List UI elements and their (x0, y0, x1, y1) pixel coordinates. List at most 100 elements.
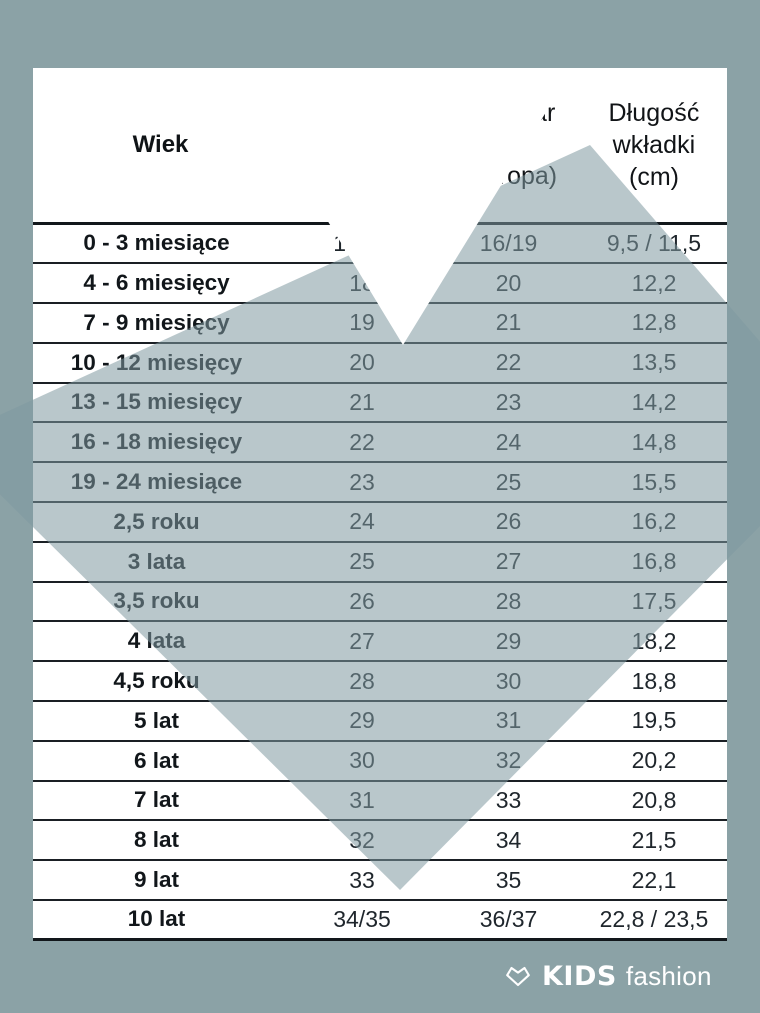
cell-size-br: 27 (288, 620, 436, 662)
cell-insole-length: 20,2 (581, 739, 727, 781)
cell-insole-length: 16,8 (581, 540, 727, 582)
table-row: 6 lat 30 32 20,2 (33, 739, 727, 781)
cell-size-br: 23 (288, 461, 436, 503)
cell-size-eu: 21 (436, 302, 581, 343)
cell-age: 3,5 roku (33, 580, 288, 622)
header-eu-label: EU (491, 131, 526, 159)
cell-size-br: 26 (288, 580, 436, 622)
header-cell-length: Długość wkładki (cm) (581, 68, 727, 224)
brand-logo: KIDS fashion (505, 955, 712, 997)
cell-age: 6 lat (33, 739, 288, 781)
table-row: 7 lat 31 33 20,8 (33, 779, 727, 821)
cell-size-eu: 34 (436, 819, 581, 861)
cell-insole-length: 22,8 / 23,5 (581, 899, 727, 942)
cell-size-br: 28 (288, 660, 436, 702)
cell-insole-length: 14,8 (581, 421, 727, 463)
cell-size-br: 32 (288, 819, 436, 861)
table-row: 13 - 15 miesięcy 21 23 14,2 (33, 381, 727, 423)
table-row: 0 - 3 miesiące 14/17 16/19 9,5 / 11,5 (33, 222, 727, 264)
cell-age: 0 - 3 miesiące (33, 222, 288, 264)
table-row: 8 lat 32 34 21,5 (33, 819, 727, 861)
header-row: Wiek Rozmiar BR (Brazylia) Rozmia (33, 68, 727, 224)
cell-size-br: 18 (288, 262, 436, 304)
header-eu-bottom: (Europa) (459, 161, 558, 190)
size-table-card: Wiek Rozmiar BR (Brazylia) Rozmia (33, 68, 727, 942)
cell-insole-length: 16,2 (581, 501, 727, 542)
cell-size-br: 20 (288, 341, 436, 383)
cell-size-br: 34/35 (288, 899, 436, 942)
cell-age: 3 lata (33, 540, 288, 582)
cell-age: 4 lata (33, 620, 288, 662)
cell-age: 10 - 12 miesięcy (33, 341, 288, 383)
cell-insole-length: 22,1 (581, 859, 727, 901)
cell-size-br: 24 (288, 501, 436, 542)
heart-outline-icon (506, 966, 530, 987)
header-eu-top: Rozmiar (461, 99, 556, 128)
cell-insole-length: 12,2 (581, 262, 727, 304)
cell-size-eu: 29 (436, 620, 581, 662)
cell-age: 4 - 6 miesięcy (33, 262, 288, 304)
table-row: 3,5 roku 26 28 17,5 (33, 580, 727, 622)
table-row: 16 - 18 miesięcy 22 24 14,8 (33, 421, 727, 463)
cell-age: 7 lat (33, 779, 288, 821)
cell-size-eu: 27 (436, 540, 581, 582)
cell-insole-length: 17,5 (581, 580, 727, 622)
header-cell-br: Rozmiar BR (Brazylia) (288, 68, 436, 224)
table-row: 7 - 9 miesięcy 19 21 12,8 (33, 302, 727, 343)
size-table-body: 0 - 3 miesiące 14/17 16/19 9,5 / 11,5 4 - 6 … (33, 222, 727, 942)
cell-size-eu: 25 (436, 461, 581, 503)
cell-age: 4,5 roku (33, 660, 288, 702)
cell-age: 16 - 18 miesięcy (33, 421, 288, 463)
cell-age: 8 lat (33, 819, 288, 861)
cell-size-eu: 26 (436, 501, 581, 542)
header-cell-age: Wiek (33, 68, 288, 224)
size-table: Wiek Rozmiar BR (Brazylia) Rozmia (33, 68, 727, 942)
header-cell-eu: Rozmiar EU (Europa) (436, 68, 581, 224)
table-row: 4,5 roku 28 30 18,8 (33, 660, 727, 702)
cell-size-eu: 28 (436, 580, 581, 622)
cell-size-br: 19 (288, 302, 436, 343)
cell-size-eu: 24 (436, 421, 581, 463)
brand-name-secondary: fashion (625, 961, 712, 991)
cell-size-eu: 35 (436, 859, 581, 901)
table-row: 10 lat 34/35 36/37 22,8 / 23,5 (33, 899, 727, 942)
cell-size-eu: 22 (436, 341, 581, 383)
header-length-label: wkładki (612, 130, 696, 159)
cell-size-eu: 20 (436, 262, 581, 304)
size-table-header: Wiek Rozmiar BR (Brazylia) Rozmia (33, 68, 727, 224)
cell-size-br: 25 (288, 540, 436, 582)
table-row: 9 lat 33 35 22,1 (33, 859, 727, 901)
cell-age: 9 lat (33, 859, 288, 901)
brand-name-primary: KIDS (542, 960, 617, 992)
header-length-bottom: (cm) (629, 162, 679, 191)
cell-size-br: 31 (288, 779, 436, 821)
cell-size-eu: 33 (436, 779, 581, 821)
cell-size-br: 21 (288, 381, 436, 423)
cell-age: 5 lat (33, 700, 288, 741)
cell-insole-length: 18,8 (581, 660, 727, 702)
header-br-label: BR (344, 131, 380, 159)
table-row: 2,5 roku 24 26 16,2 (33, 501, 727, 542)
cell-size-eu: 16/19 (436, 222, 581, 264)
cell-insole-length: 18,2 (581, 620, 727, 662)
cell-insole-length: 14,2 (581, 381, 727, 423)
cell-size-br: 33 (288, 859, 436, 901)
table-row: 5 lat 29 31 19,5 (33, 700, 727, 741)
cell-age: 19 - 24 miesiące (33, 461, 288, 503)
cell-size-eu: 36/37 (436, 899, 581, 942)
table-row: 4 lata 27 29 18,2 (33, 620, 727, 662)
cell-insole-length: 13,5 (581, 341, 727, 383)
cell-insole-length: 12,8 (581, 302, 727, 343)
table-row: 3 lata 25 27 16,8 (33, 540, 727, 582)
cell-insole-length: 9,5 / 11,5 (581, 222, 727, 264)
cell-insole-length: 20,8 (581, 779, 727, 821)
table-row: 4 - 6 miesięcy 18 20 12,2 (33, 262, 727, 304)
cell-size-eu: 32 (436, 739, 581, 781)
cell-insole-length: 21,5 (581, 819, 727, 861)
cell-age: 2,5 roku (33, 501, 288, 542)
cell-size-br: 29 (288, 700, 436, 741)
cell-age: 7 - 9 miesięcy (33, 302, 288, 343)
table-row: 19 - 24 miesiące 23 25 15,5 (33, 461, 727, 503)
table-row: 10 - 12 miesięcy 20 22 13,5 (33, 341, 727, 383)
